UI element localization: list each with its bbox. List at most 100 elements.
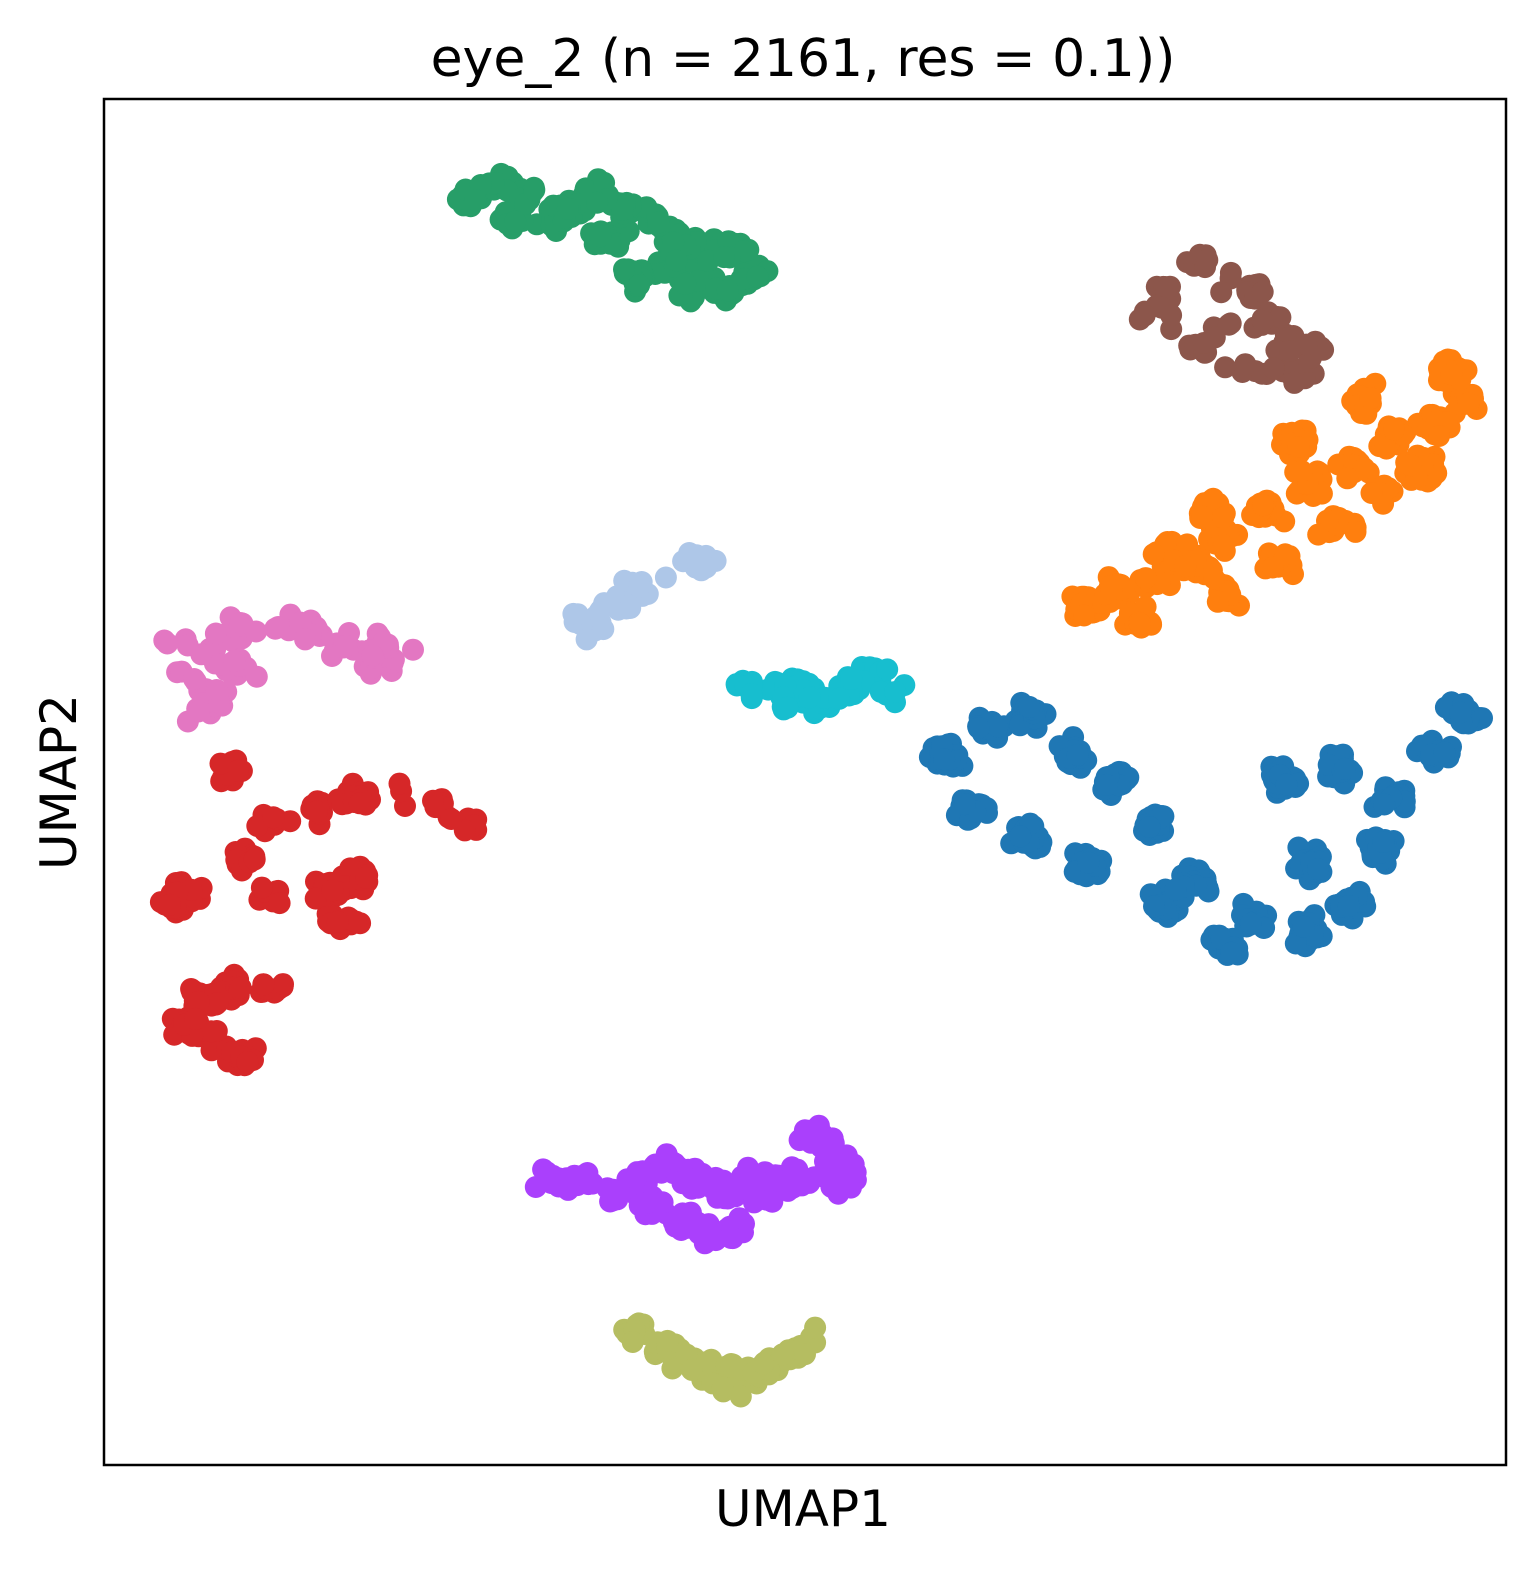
scatter-point [656, 1329, 679, 1352]
scatter-point [1336, 467, 1359, 490]
scatter-point [953, 793, 976, 816]
scatter-point [1287, 436, 1310, 458]
scatter-point [628, 575, 651, 598]
cluster-0-points [918, 691, 1493, 966]
scatter-points [149, 162, 1493, 1408]
scatter-point [402, 638, 424, 661]
scatter-point [326, 910, 349, 933]
scatter-point [187, 700, 210, 723]
scatter-point [621, 1331, 644, 1353]
scatter-point [523, 178, 546, 201]
scatter-point [744, 1185, 767, 1208]
scatter-point [785, 1167, 808, 1190]
scatter-point [250, 876, 273, 899]
scatter-point [206, 992, 229, 1015]
scatter-point [243, 848, 266, 871]
scatter-point [638, 1191, 661, 1214]
scatter-point [738, 1166, 761, 1189]
scatter-point [1440, 363, 1463, 386]
scatter-point [1018, 695, 1041, 718]
scatter-point [695, 556, 718, 579]
scatter-point [1344, 520, 1367, 543]
scatter-point [1292, 915, 1315, 938]
scatter-point [1399, 454, 1422, 477]
scatter-point [1373, 793, 1396, 816]
scatter-point [1279, 340, 1302, 362]
scatter-point [1269, 306, 1292, 329]
scatter-point [662, 231, 685, 254]
scatter-point [672, 1208, 695, 1231]
scatter-point [680, 1358, 703, 1381]
scatter-point [294, 628, 317, 651]
scatter-point [1196, 249, 1219, 272]
scatter-point [933, 748, 956, 771]
scatter-point [711, 1376, 734, 1399]
scatter-point [361, 644, 384, 667]
scatter-point [156, 632, 179, 655]
scatter-point [1433, 741, 1456, 764]
scatter-point [209, 752, 232, 775]
cluster-2-points [446, 162, 779, 313]
scatter-point [1095, 773, 1118, 796]
scatter-point [746, 265, 769, 288]
scatter-point [1143, 895, 1165, 918]
scatter-point [267, 616, 290, 638]
scatter-point [1274, 323, 1297, 346]
scatter-point [1214, 356, 1237, 379]
scatter-point [464, 189, 487, 212]
scatter-point [1192, 332, 1215, 354]
scatter-point [289, 611, 312, 634]
scatter-point [729, 1385, 752, 1408]
scatter-point [575, 628, 598, 651]
scatter-point [246, 815, 269, 837]
scatter-point [183, 668, 206, 690]
scatter-point [619, 597, 642, 619]
scatter-point [771, 1343, 794, 1366]
scatter-point [1251, 309, 1274, 332]
cluster-4-points [524, 1114, 867, 1255]
scatter-point [1009, 825, 1032, 848]
scatter-point [665, 249, 688, 272]
scatter-point [1372, 831, 1395, 853]
scatter-point [1133, 304, 1156, 327]
scatter-point [556, 197, 579, 220]
scatter-point [1206, 590, 1229, 613]
scatter-point [335, 634, 358, 657]
scatter-point [628, 274, 651, 297]
scatter-point [1174, 555, 1197, 578]
scatter-point [1212, 506, 1235, 529]
scatter-point [680, 1177, 703, 1200]
scatter-point [589, 225, 612, 248]
scatter-point [876, 658, 899, 681]
scatter-point [592, 618, 615, 641]
scatter-point [272, 973, 294, 996]
scatter-point [348, 792, 371, 815]
cluster-3-points [149, 749, 488, 1077]
scatter-point [793, 1119, 816, 1142]
scatter-point [1077, 851, 1100, 874]
x-axis-label: UMAP1 [715, 1480, 891, 1538]
scatter-point [1134, 567, 1157, 590]
scatter-point [1234, 353, 1257, 376]
scatter-point [547, 1175, 570, 1198]
scatter-point [1217, 313, 1240, 336]
scatter-point [1337, 895, 1360, 917]
scatter-point [504, 210, 527, 233]
scatter-point [226, 759, 249, 782]
scatter-point [721, 1227, 744, 1250]
scatter-point [613, 258, 635, 281]
scatter-point [1283, 371, 1306, 394]
scatter-point [1129, 612, 1152, 635]
scatter-point [200, 1020, 223, 1043]
scatter-point [1220, 941, 1243, 964]
scatter-point [204, 622, 227, 645]
scatter-point [586, 191, 609, 214]
scatter-point [262, 806, 285, 829]
scatter-point [1252, 494, 1275, 517]
scatter-point [593, 171, 616, 194]
scatter-point [355, 866, 378, 889]
scatter-point [1251, 280, 1274, 303]
scatter-point [1073, 604, 1095, 627]
scatter-point [1307, 858, 1329, 881]
scatter-point [1203, 567, 1226, 590]
